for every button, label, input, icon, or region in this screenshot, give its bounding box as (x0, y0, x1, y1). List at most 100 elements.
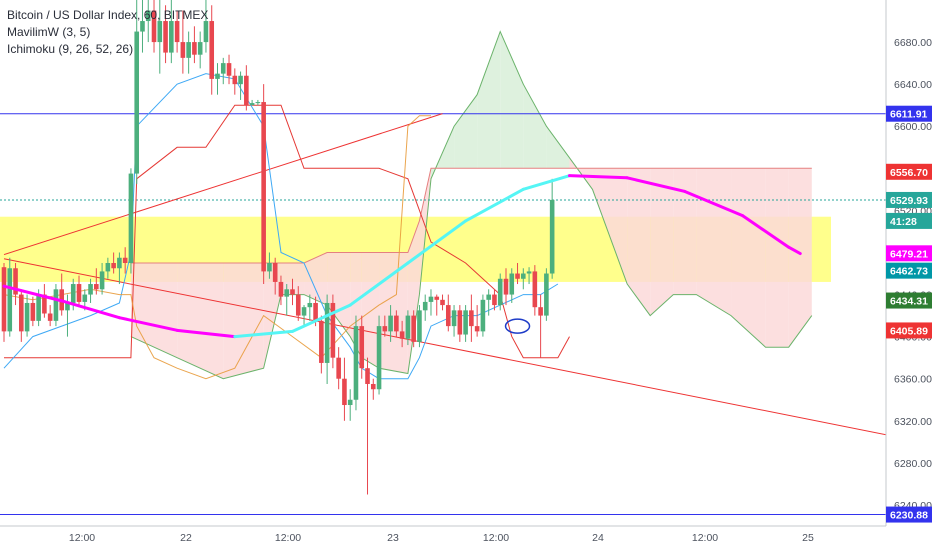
candle-body (151, 10, 157, 43)
candle-body (19, 294, 24, 332)
ichimoku-cloud-segment (454, 94, 478, 169)
x-tick-label: 12:00 (692, 532, 718, 544)
candle-body (509, 273, 515, 295)
candle-body (157, 21, 163, 43)
candle-body (278, 281, 284, 297)
candle-body (411, 315, 416, 342)
candle-body (434, 296, 440, 300)
candle-body (53, 289, 59, 321)
candle-body (544, 273, 549, 316)
candle-body (319, 320, 324, 363)
candle-body (169, 21, 174, 53)
ichimoku-cloud-segment (592, 168, 628, 285)
plot-area (0, 0, 886, 516)
candle-body (267, 263, 272, 272)
ichimoku-cloud-segment (177, 263, 224, 379)
candle-body (117, 257, 122, 269)
candle-body (492, 294, 497, 306)
candle-body (1, 267, 7, 332)
candle-body (417, 310, 422, 342)
x-tick-label: 12:00 (69, 532, 95, 544)
candle-body (486, 294, 491, 300)
y-tick-label: 6360.00 (894, 374, 932, 386)
trendline (3, 258, 886, 436)
ichimoku-span-b (130, 167, 812, 264)
price-tag-label: 6556.70 (890, 167, 928, 179)
candle-body (192, 42, 197, 55)
x-tick-label: 24 (592, 532, 604, 544)
candle-body (65, 302, 70, 311)
legend-indicator-ichimoku[interactable]: Ichimoku (9, 26, 52, 26) (7, 42, 134, 56)
mavilim-line-segment (233, 329, 294, 339)
candle-body (47, 313, 53, 321)
candle-body (203, 21, 209, 43)
price-tag-label: 6230.88 (890, 510, 928, 522)
candle-body (105, 263, 111, 272)
candle-body (70, 284, 76, 303)
legend-indicator-mavilim[interactable]: MavilimW (3, 5) (7, 25, 91, 39)
candle-body (463, 310, 468, 335)
candle-body (521, 273, 526, 279)
ichimoku-cloud-segment (223, 263, 264, 379)
candle-body (290, 289, 295, 295)
candle-body (422, 301, 428, 311)
mavilim-line-segment (741, 214, 791, 249)
candle-body (330, 302, 336, 358)
candle-body (538, 307, 543, 316)
y-tick-label: 6680.00 (894, 37, 932, 49)
ichimoku-cloud-segment (627, 168, 651, 316)
price-tag-label: 41:28 (890, 216, 917, 228)
candle-body (526, 271, 532, 274)
candle-body (457, 310, 463, 335)
candle-body (359, 326, 365, 369)
candle-body (474, 326, 480, 332)
ichimoku-cloud-segment (304, 252, 328, 306)
x-tick-label: 12:00 (275, 532, 301, 544)
ichimoku-chikou (3, 115, 431, 380)
candle-body (399, 331, 405, 339)
mavilim-line-segment (683, 189, 745, 218)
mavilim-line-segment (117, 316, 179, 332)
candle-body (209, 21, 215, 79)
x-tick-label: 25 (802, 532, 814, 544)
candle-body (272, 263, 278, 282)
candle-body (284, 289, 290, 297)
ichimoku-cloud-segment (788, 168, 812, 348)
candle-body (382, 326, 388, 332)
mavilim-line-segment (291, 303, 352, 333)
price-tag-label: 6479.21 (890, 248, 928, 260)
candle-body (24, 302, 30, 332)
candle-body (503, 278, 509, 295)
mavilim-line-segment (175, 328, 237, 339)
candle-body (347, 399, 353, 406)
candle-body (336, 357, 341, 379)
candle-body (428, 296, 434, 302)
candle-body (394, 315, 399, 332)
y-tick-label: 6640.00 (894, 79, 932, 91)
candle-body (532, 271, 538, 308)
candle-body (163, 21, 168, 53)
candle-body (342, 378, 347, 406)
x-tick-label: 23 (387, 532, 399, 544)
legend-symbol[interactable]: Bitcoin / US Dollar Index, 60, BITMEX (7, 8, 209, 22)
mavilim-line-segment (567, 174, 629, 180)
candle-body (480, 299, 486, 332)
candle-body (145, 10, 151, 22)
ichimoku-cloud-segment (696, 168, 732, 316)
mavilim-line-segment (60, 299, 121, 320)
candle-body (122, 257, 128, 263)
candle-body (36, 294, 41, 321)
mavilim-line-segment (348, 261, 410, 307)
price-tag-label: 6611.91 (890, 109, 928, 121)
y-tick-label: 6280.00 (894, 458, 932, 470)
candle-body (307, 302, 313, 308)
candle-body (324, 302, 330, 363)
candle-body (261, 102, 266, 272)
candle-body (99, 271, 105, 290)
price-tag (886, 105, 932, 122)
candle-body (82, 294, 88, 302)
candle-body (111, 263, 116, 269)
ichimoku-cloud-segment (130, 263, 178, 358)
candle-body (197, 42, 203, 55)
